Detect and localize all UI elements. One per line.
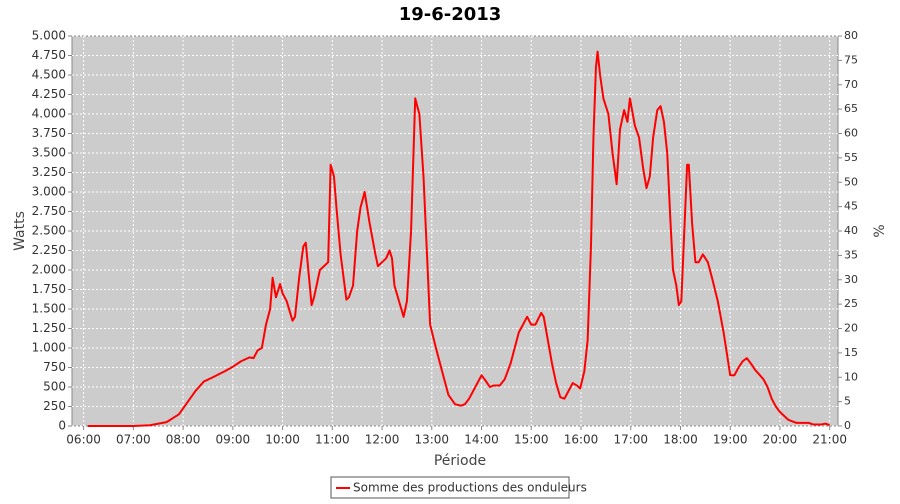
y2-tick-label: 75 (844, 53, 858, 66)
x-tick-label: 19:00 (713, 433, 748, 447)
y-tick-label: 5.000 (32, 29, 66, 43)
y-tick-label: 2.500 (32, 224, 66, 238)
y2-tick-label: 30 (844, 273, 858, 286)
y2-tick-label: 25 (844, 297, 858, 310)
y-tick-label: 750 (43, 360, 66, 374)
y-tick-label: 2.000 (32, 263, 66, 277)
x-tick-label: 21:00 (812, 433, 847, 447)
x-tick-label: 14:00 (464, 433, 499, 447)
x-tick-label: 15:00 (514, 433, 549, 447)
y-tick-label: 4.250 (32, 87, 66, 101)
y-tick-label: 3.750 (32, 126, 66, 140)
chart-title: 19-6-2013 (399, 4, 502, 25)
x-tick-label: 12:00 (365, 433, 400, 447)
y2-tick-label: 5 (844, 395, 851, 408)
y2-tick-label: 15 (844, 346, 858, 359)
x-tick-label: 11:00 (315, 433, 350, 447)
y-tick-label: 3.500 (32, 146, 66, 160)
y-tick-label: 0 (58, 419, 66, 433)
legend-label: Somme des productions des onduleurs (353, 481, 587, 495)
y2-tick-label: 40 (844, 224, 858, 237)
y-tick-label: 1.500 (32, 302, 66, 316)
y2-tick-label: 50 (844, 175, 858, 188)
y-tick-label: 1.250 (32, 321, 66, 335)
x-tick-label: 13:00 (414, 433, 449, 447)
y-tick-label: 3.250 (32, 165, 66, 179)
x-tick-label: 16:00 (564, 433, 599, 447)
y2-tick-label: 10 (844, 370, 858, 383)
y2-tick-label: 35 (844, 248, 858, 261)
legend (330, 476, 570, 499)
y2-tick-label: 0 (844, 419, 851, 432)
y-tick-label: 2.750 (32, 204, 66, 218)
y-tick-label: 1.750 (32, 282, 66, 296)
x-axis-label: Période (434, 453, 486, 469)
x-tick-label: 08:00 (166, 433, 201, 447)
y-tick-label: 4.000 (32, 107, 66, 121)
plot-area (71, 35, 839, 427)
y-tick-label: 1.000 (32, 341, 66, 355)
y2-tick-label: 20 (844, 322, 858, 335)
x-tick-label: 17:00 (613, 433, 648, 447)
x-tick-label: 06:00 (66, 433, 101, 447)
x-tick-label: 18:00 (663, 433, 698, 447)
y2-axis-label: % (872, 224, 888, 237)
y-tick-label: 4.500 (32, 68, 66, 82)
x-tick-label: 09:00 (216, 433, 251, 447)
y-tick-label: 2.250 (32, 243, 66, 257)
y-tick-label: 250 (43, 399, 66, 413)
y2-tick-label: 45 (844, 200, 858, 213)
y-axis-label: Watts (12, 211, 28, 251)
y2-tick-label: 65 (844, 102, 858, 115)
y-tick-label: 3.000 (32, 185, 66, 199)
series-line (87, 50, 831, 427)
y2-tick-label: 60 (844, 127, 858, 140)
y2-tick-label: 55 (844, 151, 858, 164)
x-tick-label: 10:00 (265, 433, 300, 447)
x-tick-label: 07:00 (116, 433, 151, 447)
y-tick-label: 4.750 (32, 48, 66, 62)
y2-tick-label: 80 (844, 29, 858, 42)
y-tick-label: 500 (43, 380, 66, 394)
y2-tick-label: 70 (844, 78, 858, 91)
x-tick-label: 20:00 (763, 433, 798, 447)
